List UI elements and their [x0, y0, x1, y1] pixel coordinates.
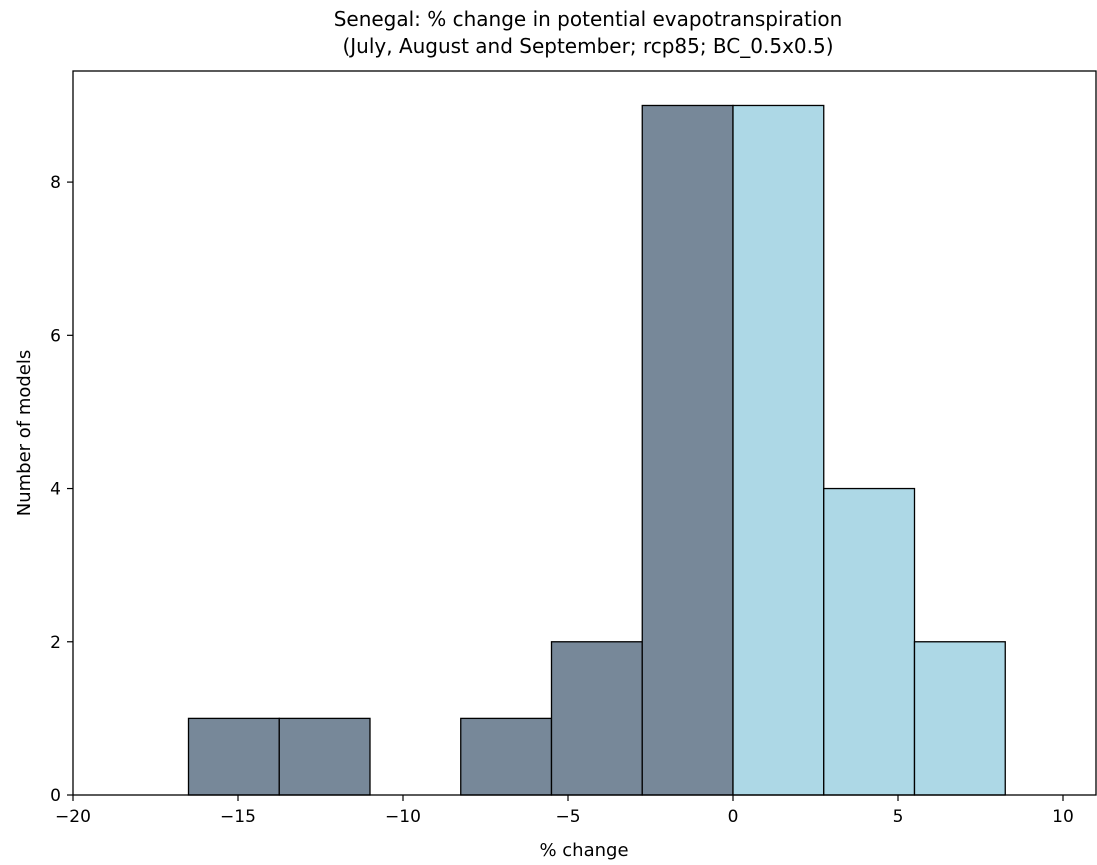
y-tick-label: 2 [50, 633, 61, 653]
histogram-bar-1 [278, 717, 371, 796]
x-tick-label: −5 [555, 807, 580, 827]
x-tick-label: −20 [55, 807, 91, 827]
y-tick-label: 8 [50, 173, 61, 193]
y-axis-label: Number of models [14, 350, 35, 517]
y-tick-label: 0 [50, 786, 61, 806]
x-axis-label: % change [539, 840, 628, 861]
histogram-bar-2 [460, 717, 553, 796]
histogram-bar-4 [641, 104, 734, 796]
x-tick-label: −10 [385, 807, 421, 827]
x-tick-label: 0 [728, 807, 739, 827]
x-axis-ticks: −20 −15 −10 −5 0 5 10 [55, 795, 1074, 827]
histogram-bar-0 [187, 717, 280, 796]
y-tick-label: 4 [50, 480, 61, 500]
chart-title: Senegal: % change in potential evapotran… [334, 7, 843, 31]
histogram-bar-7 [913, 641, 1006, 796]
x-tick-label: −15 [220, 807, 256, 827]
histogram-bar-6 [823, 487, 916, 796]
chart-subtitle: (July, August and September; rcp85; BC_0… [342, 34, 833, 58]
histogram-bar-3 [550, 641, 643, 796]
x-tick-label: 5 [893, 807, 904, 827]
histogram-bar-5 [732, 104, 825, 796]
bars-group [187, 104, 1006, 796]
plot-frame [72, 70, 1097, 796]
y-axis-ticks: 0 2 4 6 8 [50, 173, 73, 806]
y-tick-label: 6 [50, 326, 61, 346]
x-tick-label: 10 [1052, 807, 1074, 827]
